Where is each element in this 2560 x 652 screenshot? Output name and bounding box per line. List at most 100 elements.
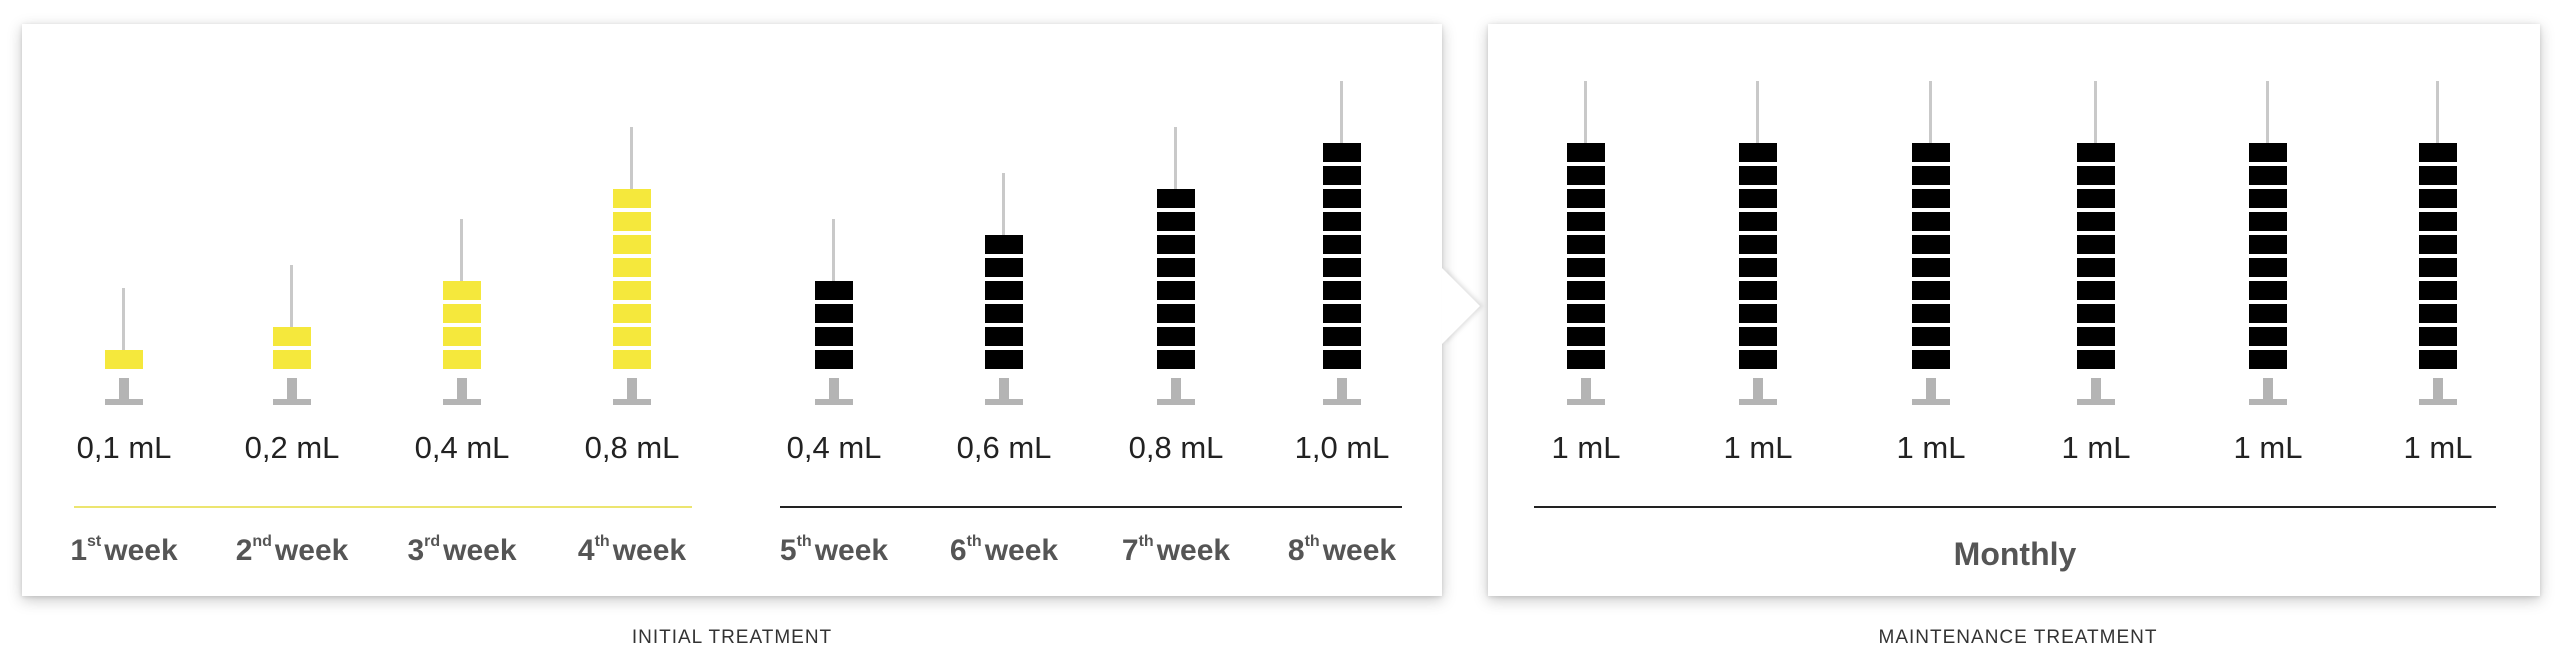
week-word: week	[984, 534, 1059, 567]
week-ordinal: th	[796, 533, 812, 550]
syringe-dose-block	[443, 281, 481, 373]
week-number: 4	[577, 534, 595, 567]
plunger-icon	[287, 378, 297, 399]
plunger-icon	[119, 378, 129, 399]
plunger-icon	[1926, 378, 1936, 399]
week-word: week	[612, 534, 687, 567]
initial-dose-label: 0,8 mL	[584, 430, 680, 465]
escalation-week-label: 5th week	[734, 533, 934, 568]
escalation-week-label: 7th week	[1076, 533, 1276, 568]
initial-week-label: 1st week	[24, 533, 224, 568]
plunger-icon	[1581, 378, 1591, 399]
needle-icon	[832, 219, 835, 281]
needle-icon	[630, 127, 633, 189]
plunger-base-icon	[1157, 399, 1195, 405]
plunger-base-icon	[273, 399, 311, 405]
maintenance-treatment-panel	[1488, 24, 2540, 596]
plunger-base-icon	[1567, 399, 1605, 405]
plunger-base-icon	[2249, 399, 2287, 405]
week-number: 1	[70, 534, 88, 567]
needle-icon	[122, 288, 125, 350]
escalation-weeks-rule	[780, 506, 1402, 508]
week-ordinal: th	[1138, 533, 1154, 550]
syringe-dose-block	[2077, 143, 2115, 373]
needle-icon	[1929, 81, 1932, 143]
transition-arrow-icon	[1442, 268, 1480, 344]
week-number: 5	[779, 534, 797, 567]
initial-week-label: 2nd week	[192, 533, 392, 568]
week-ordinal: nd	[252, 533, 272, 550]
initial-treatment-panel	[22, 24, 1442, 596]
maintenance-dose-label: 1 mL	[2233, 430, 2303, 465]
plunger-base-icon	[2419, 399, 2457, 405]
plunger-icon	[1753, 378, 1763, 399]
plunger-icon	[999, 378, 1009, 399]
escalation-dose-label: 1,0 mL	[1294, 430, 1390, 465]
week-word: week	[1156, 534, 1231, 567]
plunger-base-icon	[1912, 399, 1950, 405]
maintenance-dose-label: 1 mL	[2403, 430, 2473, 465]
plunger-base-icon	[613, 399, 651, 405]
syringe-dose-block	[613, 189, 651, 373]
plunger-icon	[1337, 378, 1347, 399]
maintenance-rule	[1534, 506, 2496, 508]
plunger-icon	[2263, 378, 2273, 399]
initial-weeks-rule	[74, 506, 692, 508]
needle-icon	[1584, 81, 1587, 143]
plunger-base-icon	[815, 399, 853, 405]
syringe-dose-block	[815, 281, 853, 373]
week-word: week	[1322, 534, 1397, 567]
syringe-dose-block	[1912, 143, 1950, 373]
needle-icon	[2266, 81, 2269, 143]
needle-icon	[1174, 127, 1177, 189]
initial-treatment-caption: INITIAL TREATMENT	[631, 627, 833, 648]
escalation-dose-label: 0,6 mL	[956, 430, 1052, 465]
week-number: 6	[949, 534, 967, 567]
syringe-dose-block	[1323, 143, 1361, 373]
initial-dose-label: 0,4 mL	[414, 430, 510, 465]
syringe-dose-block	[273, 327, 311, 373]
week-ordinal: th	[1304, 533, 1320, 550]
week-ordinal: th	[594, 533, 610, 550]
maintenance-treatment-caption: MAINTENANCE TREATMENT	[1878, 627, 2158, 648]
needle-icon	[2094, 81, 2097, 143]
needle-icon	[1002, 173, 1005, 235]
needle-icon	[2436, 81, 2439, 143]
escalation-dose-label: 0,8 mL	[1128, 430, 1224, 465]
syringe-dose-block	[1157, 189, 1195, 373]
plunger-icon	[2433, 378, 2443, 399]
needle-icon	[290, 265, 293, 327]
maintenance-dose-label: 1 mL	[2061, 430, 2131, 465]
plunger-icon	[829, 378, 839, 399]
syringe-dose-block	[1567, 143, 1605, 373]
plunger-base-icon	[105, 399, 143, 405]
syringe-dose-block	[2419, 143, 2457, 373]
plunger-icon	[1171, 378, 1181, 399]
plunger-icon	[457, 378, 467, 399]
needle-icon	[1756, 81, 1759, 143]
week-number: 3	[407, 534, 425, 567]
week-word: week	[443, 534, 517, 567]
monthly-label: Monthly	[1953, 536, 2077, 572]
syringe-dose-block	[105, 350, 143, 373]
escalation-week-label: 6th week	[904, 533, 1104, 568]
week-word: week	[274, 534, 349, 567]
week-number: 7	[1121, 534, 1139, 567]
plunger-base-icon	[1739, 399, 1777, 405]
plunger-base-icon	[1323, 399, 1361, 405]
initial-week-label: 3rd week	[362, 533, 562, 568]
plunger-base-icon	[2077, 399, 2115, 405]
escalation-week-label: 8th week	[1242, 533, 1442, 568]
needle-icon	[1340, 81, 1343, 143]
escalation-dose-label: 0,4 mL	[786, 430, 882, 465]
plunger-icon	[2091, 378, 2101, 399]
week-number: 8	[1287, 534, 1305, 567]
plunger-icon	[627, 378, 637, 399]
syringe-dose-block	[985, 235, 1023, 373]
initial-dose-label: 0,1 mL	[76, 430, 172, 465]
week-number: 2	[235, 534, 253, 567]
plunger-base-icon	[985, 399, 1023, 405]
maintenance-dose-label: 1 mL	[1896, 430, 1966, 465]
week-ordinal: th	[966, 533, 982, 550]
plunger-base-icon	[443, 399, 481, 405]
